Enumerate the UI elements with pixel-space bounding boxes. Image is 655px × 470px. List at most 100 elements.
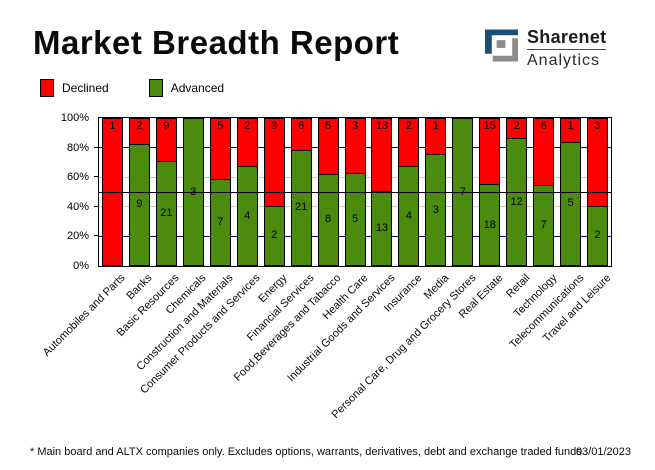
declined-value-label: 2 — [244, 120, 251, 132]
x-category-label-banks: Banks — [124, 272, 155, 303]
declined-segment: 6 — [533, 118, 555, 187]
advanced-value-label: 8 — [324, 213, 332, 226]
declined-segment: 6 — [290, 118, 312, 151]
legend-item-declined: Declined — [40, 79, 109, 97]
advanced-segment: 2 — [587, 206, 609, 266]
advanced-value-label: 21 — [294, 201, 308, 214]
advanced-segment: 8 — [317, 174, 339, 266]
y-tick-label-80: 80% — [66, 141, 89, 154]
y-tick-40 — [94, 205, 98, 207]
advanced-value-label: 18 — [483, 218, 496, 231]
bar-financial-services: 6 21 — [290, 118, 312, 266]
declined-segment: 3 — [263, 118, 285, 207]
declined-segment: 2 — [398, 118, 420, 168]
declined-segment: 1 — [425, 118, 447, 155]
declined-segment: 2 — [236, 118, 258, 168]
y-tick-label-100: 100% — [60, 112, 89, 124]
declined-segment: 9 — [155, 118, 177, 163]
declined-segment: 1 — [560, 118, 582, 143]
legend-swatch-advanced — [148, 79, 163, 97]
y-axis: 0% 20% 40% 60% 80% 100% — [0, 112, 98, 272]
advanced-segment: 21 — [290, 150, 312, 266]
y-tick-60 — [94, 176, 98, 178]
advanced-value-label: 12 — [510, 195, 523, 208]
chart-legend: Declined Advanced — [40, 79, 264, 97]
declined-value-label: 2 — [405, 120, 412, 132]
advanced-value-label: 4 — [244, 209, 251, 222]
logo-text: Sharenet Analytics — [527, 27, 607, 69]
declined-value-label: 13 — [375, 120, 389, 132]
declined-segment: 5 — [209, 118, 231, 180]
declined-value-label: 1 — [432, 120, 439, 132]
bar-retail: 2 12 — [506, 118, 528, 266]
advanced-segment: 9 — [128, 144, 150, 266]
declined-value-label: 3 — [351, 120, 359, 132]
declined-segment: 5 — [317, 118, 339, 175]
advanced-segment: 18 — [479, 185, 501, 266]
advanced-segment: 12 — [506, 139, 528, 266]
advanced-segment: 4 — [236, 167, 258, 266]
declined-value-label: 3 — [271, 120, 278, 132]
declined-segment: 13 — [371, 118, 393, 192]
advanced-segment: 2 — [263, 206, 285, 266]
declined-value-label: 15 — [483, 120, 496, 132]
advanced-segment: 5 — [344, 173, 366, 266]
declined-value-label: 5 — [217, 120, 224, 132]
advanced-segment: 21 — [155, 162, 177, 266]
sharenet-logo: Sharenet Analytics — [484, 27, 607, 69]
declined-value-label: 5 — [324, 120, 332, 132]
advanced-segment: 3 — [425, 155, 447, 266]
legend-label: Advanced — [170, 81, 225, 95]
advanced-segment: 7 — [533, 186, 555, 266]
legend-label: Declined — [62, 81, 109, 95]
logo-divider — [527, 49, 607, 50]
declined-value-label: 2 — [513, 120, 520, 132]
logo-sub-name: Analytics — [527, 52, 601, 69]
declined-segment: 3 — [587, 118, 609, 207]
declined-value-label: 6 — [540, 120, 547, 132]
declined-segment: 2 — [506, 118, 528, 140]
advanced-segment: 4 — [398, 167, 420, 266]
page-title: Market Breadth Report — [33, 24, 400, 61]
reference-line-50 — [99, 191, 611, 193]
y-tick-label-0: 0% — [73, 260, 89, 272]
legend-swatch-declined — [40, 79, 54, 97]
y-tick-label-40: 40% — [66, 200, 89, 213]
advanced-value-label: 2 — [271, 229, 278, 242]
declined-segment: 3 — [344, 118, 366, 174]
declined-segment: 2 — [128, 118, 150, 145]
advanced-value-label: 2 — [594, 229, 601, 242]
footnote: * Main board and ALTX companies only. Ex… — [30, 446, 582, 458]
y-tick-label-60: 60% — [66, 171, 89, 184]
bar-real-estate: 15 18 — [479, 118, 501, 266]
declined-value-label: 6 — [298, 120, 305, 132]
advanced-segment: 7 — [209, 179, 231, 266]
advanced-segment: 13 — [371, 192, 393, 266]
bar-industrial-goods-and-services: 13 13 — [371, 118, 393, 266]
advanced-value-label: 9 — [136, 198, 143, 211]
advanced-value-label: 13 — [375, 222, 389, 234]
advanced-value-label: 4 — [405, 209, 412, 222]
declined-value-label: 9 — [163, 120, 170, 132]
sharenet-logo-icon — [484, 29, 519, 62]
advanced-value-label: 5 — [567, 197, 574, 210]
declined-value-label: 1 — [567, 120, 574, 132]
declined-segment: 15 — [479, 118, 501, 186]
advanced-value-label: 21 — [160, 207, 173, 220]
bar-basic-resources: 9 21 — [155, 118, 177, 266]
chart-plot-area: 1299213572432621583513132413715182126715… — [98, 117, 612, 267]
logo-brand-name: Sharenet — [527, 27, 607, 47]
x-axis-labels: Automobiles and Parts Banks Basic Resource… — [41, 267, 613, 427]
declined-value-label: 2 — [136, 120, 143, 132]
advanced-value-label: 7 — [217, 215, 224, 228]
y-tick-80 — [94, 146, 98, 148]
